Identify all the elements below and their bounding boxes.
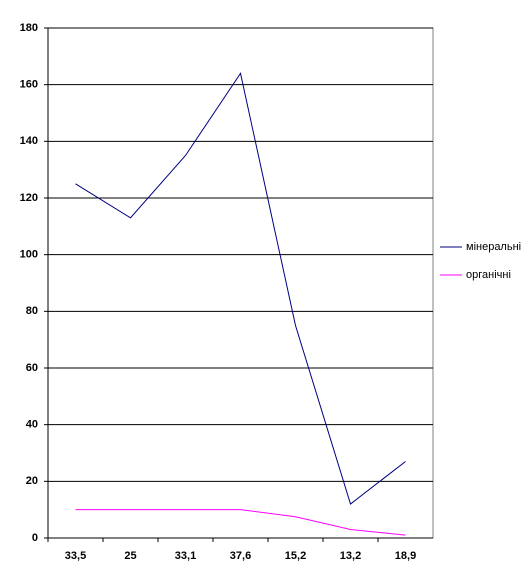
y-tick-label: 20 <box>26 475 38 487</box>
y-tick-label: 0 <box>32 532 38 544</box>
x-tick-label: 33,5 <box>65 550 86 562</box>
series-line <box>75 509 406 536</box>
x-tick-label: 33,1 <box>175 550 196 562</box>
y-tick-label: 160 <box>20 79 38 91</box>
x-tick-label: 37,6 <box>230 550 251 562</box>
y-tick-label: 140 <box>20 135 38 147</box>
y-tick-label: 100 <box>20 249 38 261</box>
legend-label: органічні <box>466 269 511 281</box>
x-tick-label: 18,9 <box>395 550 416 562</box>
plot-frame <box>47 27 434 539</box>
y-tick-label: 80 <box>26 305 38 317</box>
y-tick-label: 40 <box>26 419 38 431</box>
x-tick-label: 25 <box>124 550 136 562</box>
x-tick-label: 13,2 <box>340 550 361 562</box>
y-tick-label: 120 <box>20 192 38 204</box>
legend-label: мінеральні <box>466 241 522 253</box>
series-line <box>75 72 406 505</box>
y-tick-label: 180 <box>20 22 38 34</box>
y-tick-label: 60 <box>26 362 38 374</box>
x-tick-label: 15,2 <box>285 550 306 562</box>
